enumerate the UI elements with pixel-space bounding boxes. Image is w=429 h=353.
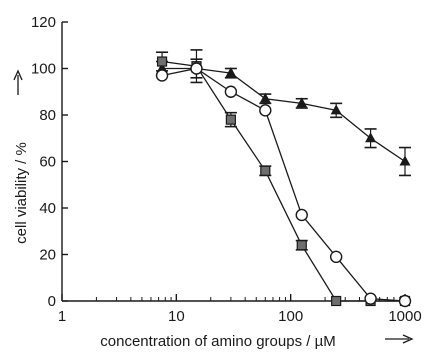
y-axis-arrow-head — [13, 69, 23, 81]
y-tick-label: 0 — [48, 293, 56, 310]
y-tick-label: 40 — [39, 200, 56, 217]
series-layer — [155, 49, 412, 308]
x-tick-label: 1 — [58, 308, 66, 325]
data-point-triangle — [330, 104, 342, 115]
data-point-triangle — [225, 67, 237, 78]
triangle-series — [156, 58, 411, 177]
data-point-circle — [329, 250, 343, 264]
x-tick-label: 1000 — [388, 308, 421, 325]
y-axis-label: cell viability / % — [13, 142, 30, 244]
y-tick-label: 60 — [39, 154, 56, 171]
y-tick-label: 20 — [39, 247, 56, 264]
data-point-circle — [295, 208, 308, 222]
data-point-circle — [224, 85, 238, 98]
data-point-triangle — [399, 155, 411, 166]
y-tick-label: 100 — [31, 61, 56, 78]
x-tick-label: 10 — [168, 308, 185, 325]
y-tick-label: 120 — [31, 14, 56, 31]
data-point-square — [260, 165, 271, 176]
data-point-circle — [364, 292, 377, 305]
circle-series — [155, 62, 412, 308]
square-series — [156, 49, 411, 307]
x-axis-arrow-head — [402, 334, 414, 344]
series-line — [161, 67, 406, 302]
data-point-circle — [398, 294, 412, 308]
y-tick-label: 80 — [39, 107, 56, 124]
data-point-square — [156, 56, 168, 67]
data-point-triangle — [296, 97, 308, 108]
data-point-square — [225, 114, 236, 125]
data-point-triangle — [259, 92, 271, 103]
data-point-circle — [155, 69, 169, 82]
x-tick-label: 100 — [278, 308, 303, 325]
data-point-square — [331, 295, 342, 307]
series-line — [161, 60, 405, 302]
data-point-square — [296, 240, 307, 251]
x-axis-label: concentration of amino groups / µM — [100, 333, 335, 350]
data-point-circle — [259, 104, 272, 117]
data-point-triangle — [365, 132, 377, 143]
data-point-circle — [190, 62, 203, 75]
